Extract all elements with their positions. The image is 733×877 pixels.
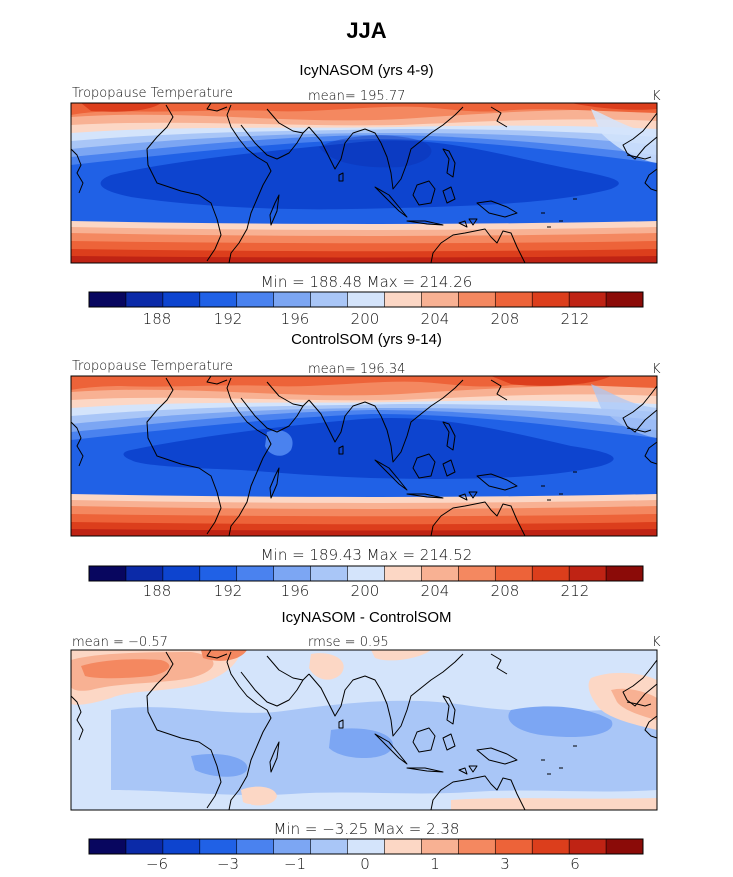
colorbar-segment (273, 292, 312, 307)
map-panel-diff (70, 649, 658, 811)
colorbar-icy (88, 291, 644, 308)
colorbar-segment (495, 292, 533, 307)
colorbar-tick-icy: 188 (142, 310, 172, 328)
colorbar-segment (384, 839, 422, 854)
colorbar-segment (458, 566, 496, 581)
colorbar-tick-control: 192 (213, 582, 243, 600)
colorbar-segment (532, 566, 570, 581)
panel-center-label-control: mean= 196.34 (308, 362, 406, 377)
colorbar-segment (236, 566, 275, 581)
panel-unit-icy: K (652, 89, 661, 104)
colorbar-segment (495, 566, 533, 581)
colorbar-segment (125, 566, 164, 581)
colorbar-tick-diff: −6 (145, 855, 169, 873)
colorbar-segment (458, 839, 496, 854)
colorbar-tick-control: 196 (280, 582, 310, 600)
colorbar-tick-diff: 3 (500, 855, 510, 873)
panel-left-label-control: Tropopause Temperature (72, 359, 233, 374)
colorbar-segment (569, 292, 607, 307)
colorbar-tick-icy: 212 (560, 310, 590, 328)
panel-center-label-diff: rmse = 0.95 (308, 635, 389, 650)
colorbar-tick-diff: 0 (360, 855, 370, 873)
panel-title-icy: IcyNASOM (yrs 4-9) (299, 62, 434, 79)
colorbar-border (88, 565, 644, 582)
colorbar-segment (458, 292, 496, 307)
colorbar-segment (347, 839, 385, 854)
colorbar-segment (384, 292, 422, 307)
colorbar-segment (89, 839, 127, 854)
colorbar-segment (421, 292, 459, 307)
colorbar-tick-control: 204 (420, 582, 450, 600)
panel-title-diff: IcyNASOM - ControlSOM (281, 609, 452, 626)
panel-minmax-diff: Min = −3.25 Max = 2.38 (273, 820, 460, 838)
colorbar-segment (606, 566, 644, 581)
colorbar-segment (125, 292, 164, 307)
panel-unit-diff: K (652, 635, 661, 650)
colorbar-tick-control: 200 (350, 582, 380, 600)
colorbar-segment (532, 839, 570, 854)
colorbar-segment (236, 292, 275, 307)
colorbar-segment (89, 292, 127, 307)
colorbar-segment (89, 566, 127, 581)
colorbar-tick-icy: 192 (213, 310, 243, 328)
colorbar-segment (236, 839, 275, 854)
colorbar-segment (421, 839, 459, 854)
map-panel-control (70, 375, 658, 537)
colorbar-segment (384, 566, 422, 581)
colorbar-segment (125, 839, 164, 854)
colorbar-segment (347, 292, 385, 307)
colorbar-tick-diff: −3 (216, 855, 240, 873)
colorbar-tick-diff: 6 (570, 855, 580, 873)
main-title: JJA (346, 18, 387, 43)
colorbar-segment (495, 839, 533, 854)
colorbar-segment (199, 839, 238, 854)
colorbar-segment (273, 566, 312, 581)
panel-title-control: ControlSOM (yrs 9-14) (291, 331, 442, 348)
colorbar-segment (310, 566, 349, 581)
panel-unit-control: K (652, 362, 661, 377)
colorbar-segment (347, 566, 385, 581)
colorbar-segment (532, 292, 570, 307)
colorbar-segment (310, 292, 349, 307)
colorbar-border (88, 838, 644, 855)
panel-center-label-icy: mean= 195.77 (308, 89, 406, 104)
colorbar-tick-icy: 208 (490, 310, 520, 328)
colorbar-diff (88, 838, 644, 855)
colorbar-segment (310, 839, 349, 854)
panel-minmax-icy: Min = 188.48 Max = 214.26 (260, 273, 473, 291)
panel-left-label-diff: mean = −0.57 (72, 635, 168, 650)
colorbar-segment (162, 566, 201, 581)
colorbar-segment (606, 292, 644, 307)
colorbar-segment (606, 839, 644, 854)
panel-left-label-icy: Tropopause Temperature (72, 86, 233, 101)
colorbar-segment (569, 839, 607, 854)
colorbar-tick-icy: 196 (280, 310, 310, 328)
colorbar-tick-diff: 1 (430, 855, 440, 873)
colorbar-border (88, 291, 644, 308)
colorbar-tick-icy: 200 (350, 310, 380, 328)
panel-minmax-control: Min = 189.43 Max = 214.52 (260, 546, 473, 564)
colorbar-segment (162, 292, 201, 307)
colorbar-tick-control: 212 (560, 582, 590, 600)
colorbar-tick-control: 208 (490, 582, 520, 600)
map-panel-icy (70, 102, 658, 264)
colorbar-tick-diff: −1 (283, 855, 307, 873)
colorbar-tick-icy: 204 (420, 310, 450, 328)
colorbar-segment (569, 566, 607, 581)
colorbar-segment (273, 839, 312, 854)
colorbar-segment (199, 292, 238, 307)
colorbar-segment (421, 566, 459, 581)
colorbar-segment (199, 566, 238, 581)
colorbar-control (88, 565, 644, 582)
colorbar-tick-control: 188 (142, 582, 172, 600)
colorbar-segment (162, 839, 201, 854)
